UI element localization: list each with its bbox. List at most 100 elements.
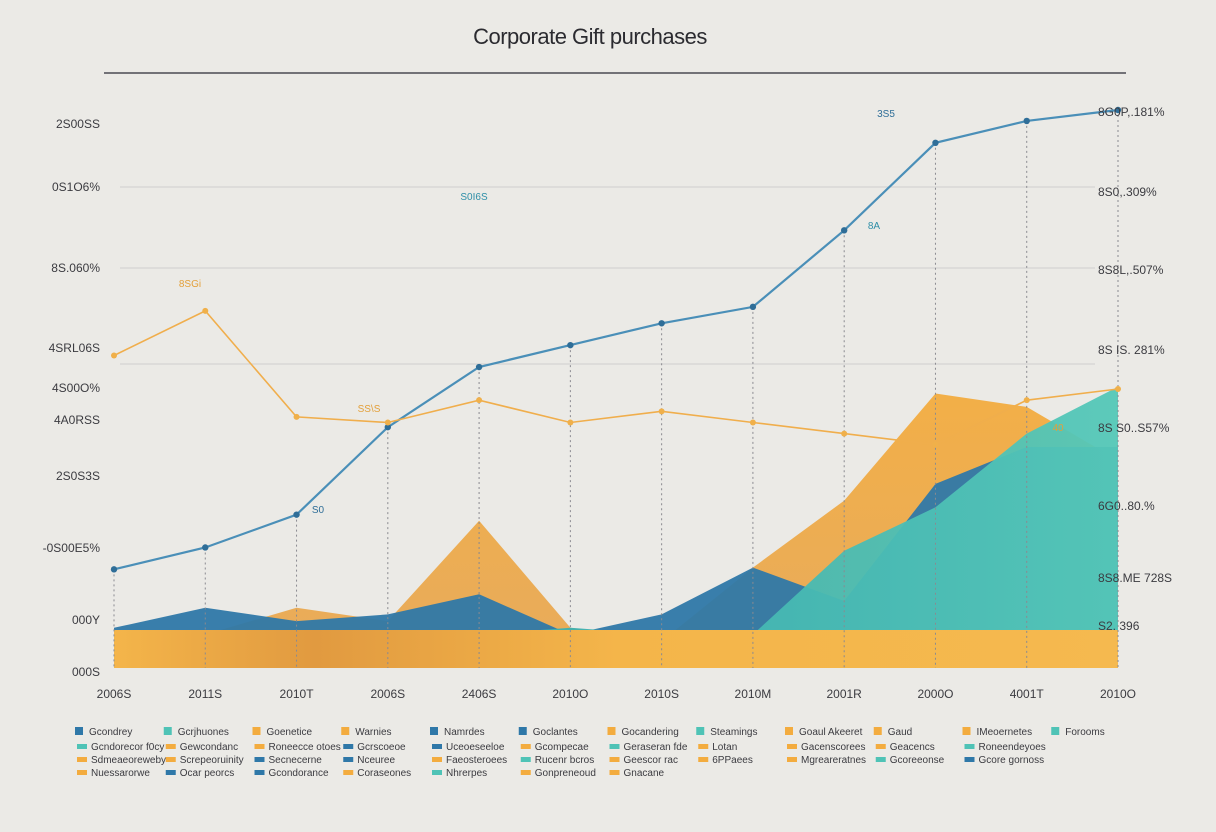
- legend-item-9-0: Geacencs: [890, 742, 935, 753]
- line-point-blue-0: [110, 566, 118, 573]
- y-tick-right-7: S2. 396: [1098, 619, 1140, 633]
- line-point-orange-10: [1023, 397, 1030, 404]
- legend-header-0: Gcondrey: [89, 727, 132, 738]
- line-point-blue-11: [1114, 106, 1122, 114]
- legend-item-swatch-3-2: [343, 770, 354, 775]
- legend-item-2-1: Secnecerne: [269, 755, 323, 766]
- annotation-4: SS\S: [358, 404, 381, 415]
- legend-item-1-1: Screpeoruinity: [180, 755, 244, 766]
- line-point-blue-5: [567, 341, 574, 349]
- legend-item-0-0: Gcndorecor f0cy: [91, 742, 164, 753]
- legend-item-swatch-10-0: [964, 744, 975, 749]
- legend-item-swatch-1-0: [165, 744, 176, 749]
- legend-item-8-1: Mgreareratnes: [801, 755, 866, 766]
- legend-item-swatch-0-1: [77, 757, 87, 762]
- legend-item-swatch-4-1: [432, 757, 442, 762]
- legend-item-swatch-6-0: [609, 744, 620, 749]
- legend-item-1-2: Ocar peorcs: [180, 768, 234, 779]
- line-point-blue-10: [1023, 117, 1030, 125]
- legend-item-swatch-8-0: [787, 744, 797, 749]
- legend-item-2-0: Roneecce otoes: [269, 742, 341, 753]
- y-tick-left-9: 000S: [72, 665, 100, 679]
- legend-item-6-0: Geraseran fde: [624, 742, 688, 753]
- legend-swatch-9: [873, 727, 882, 735]
- legend-item-swatch-5-1: [520, 757, 531, 762]
- y-tick-right-0: 8G0P,.181%: [1098, 105, 1165, 119]
- y-tick-left-8: 000Y: [72, 613, 100, 627]
- chart-title: Corporate Gift purchases: [473, 24, 707, 49]
- legend-item-swatch-9-1: [875, 757, 886, 762]
- y-tick-left-5: 4A0RSS: [54, 413, 100, 427]
- legend-item-swatch-2-0: [254, 744, 265, 749]
- legend-item-1-0: Gewcondanc: [180, 742, 238, 753]
- area-series: [114, 386, 1118, 668]
- legend-item-swatch-3-1: [343, 757, 354, 762]
- legend-item-0-2: Nuessarorwe: [91, 768, 150, 779]
- y-tick-right-2: 8S8L,.507%: [1098, 263, 1164, 277]
- y-tick-left-3: 4SRL06S: [49, 341, 100, 355]
- line-point-blue-8: [840, 227, 848, 234]
- x-tick-11: 2010O: [1100, 687, 1136, 701]
- y-tick-left-2: 8S.060%: [51, 261, 100, 275]
- legend-item-6-2: Gnacane: [624, 768, 665, 779]
- line-point-blue-9: [932, 139, 939, 147]
- legend-swatch-10: [962, 727, 971, 735]
- legend-item-4-2: Nhrerpes: [446, 768, 487, 779]
- line-point-blue-7: [749, 303, 757, 311]
- y-axis-right: 8G0P,.181% 8S0,.309% 8S8L,.507% 8S IS. 281%…: [1098, 105, 1172, 633]
- legend-item-swatch-4-2: [432, 770, 442, 775]
- annotation-0: 3S5: [877, 109, 895, 120]
- legend-header-1: Gcrjhuones: [178, 727, 229, 738]
- x-axis: 2006S 2011S 2010T 2006S 2406S 2010O 2010S 2010M…: [97, 687, 1136, 701]
- line-point-orange-9: [932, 441, 939, 448]
- legend-item-swatch-3-0: [343, 744, 354, 749]
- legend-item-7-1: 6PPaees: [712, 755, 753, 766]
- line-point-blue-4: [475, 363, 483, 371]
- area-floor-band: [114, 630, 1118, 668]
- line-point-blue-1: [202, 544, 209, 551]
- legend-item-3-1: Nceuree: [357, 755, 395, 766]
- legend-item-7-0: Lotan: [712, 742, 737, 753]
- line-point-blue-6: [658, 320, 665, 327]
- legend-item-swatch-1-2: [165, 770, 176, 775]
- x-tick-6: 2010S: [644, 687, 679, 701]
- legend-header-11: Forooms: [1065, 727, 1104, 738]
- legend-header-9: Gaud: [888, 727, 912, 738]
- legend-header-4: Namrdes: [444, 727, 485, 738]
- legend-item-swatch-5-2: [520, 770, 531, 775]
- legend-item-swatch-6-2: [609, 770, 620, 775]
- legend-swatch-11: [1051, 727, 1060, 735]
- legend-item-swatch-2-2: [254, 770, 265, 775]
- legend-swatch-8: [785, 727, 793, 735]
- y-tick-right-5: 6G0..80.%: [1098, 499, 1155, 513]
- legend-item-5-2: Gonpreneoud: [535, 768, 596, 779]
- annotation-6: 40: [1052, 423, 1064, 434]
- legend-item-swatch-7-1: [698, 757, 709, 762]
- line-point-orange-11: [1115, 386, 1121, 392]
- area-series-2: [114, 386, 1118, 668]
- legend-swatch-0: [75, 727, 83, 735]
- legend-item-4-1: Faeosteroees: [446, 755, 507, 766]
- legend-item-0-1: Sdmeaeoreweby: [91, 755, 166, 766]
- x-tick-4: 2406S: [462, 687, 497, 701]
- legend-item-6-1: Geescor rac: [624, 755, 678, 766]
- legend-header-3: Warnies: [355, 727, 391, 738]
- line-series-blue: [113, 108, 1119, 571]
- y-axis-left: 2S00SS 0S1O6% 8S.060% 4SRL06S 4S00O% 4A0RSS 2S…: [43, 117, 101, 679]
- legend-swatch-6: [607, 727, 616, 735]
- legend-header-6: Gocandering: [622, 727, 679, 738]
- line-point-orange-3: [384, 419, 391, 426]
- legend-item-3-0: Gcrscoeoe: [357, 742, 406, 753]
- legend-swatch-7: [696, 727, 705, 735]
- legend-item-swatch-0-0: [77, 744, 87, 749]
- legend-item-8-0: Gacenscorees: [801, 742, 865, 753]
- line-point-orange-7: [749, 419, 756, 426]
- legend-item-5-0: Gcompecae: [535, 742, 589, 753]
- legend-header-10: IMeoernetes: [977, 727, 1033, 738]
- legend-header-8: Goaul Akeeret: [799, 727, 863, 738]
- legend-header-7: Steamings: [710, 727, 757, 738]
- y-tick-right-4: 8S S0..S57%: [1098, 421, 1170, 435]
- legend-item-swatch-8-1: [787, 757, 797, 762]
